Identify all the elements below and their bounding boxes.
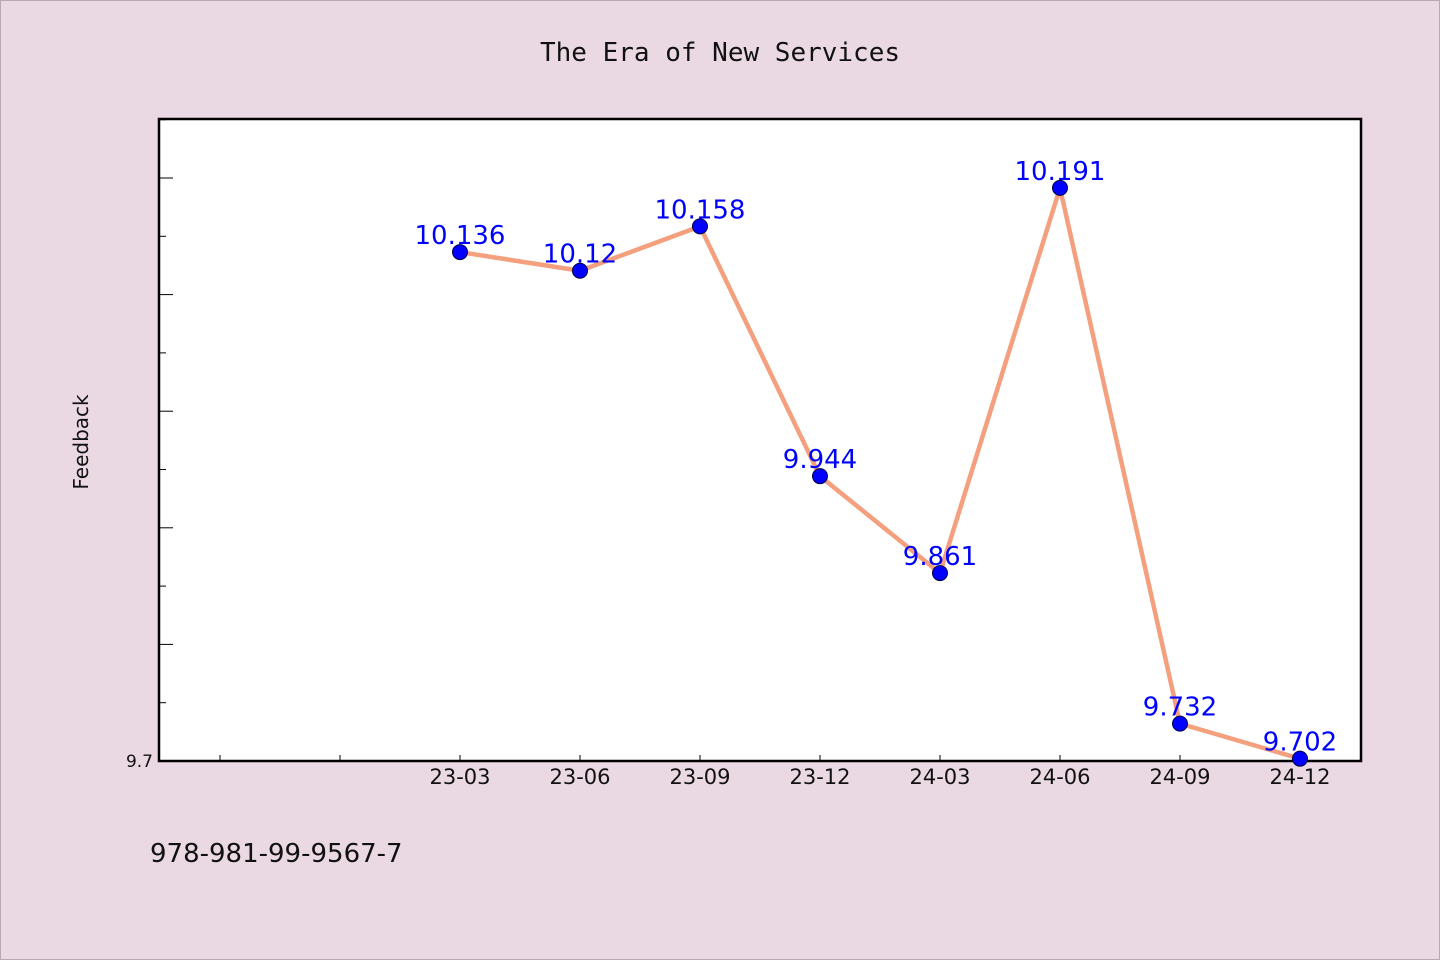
data-label: 10.158	[655, 195, 746, 225]
x-axis-ticks: 23-03 23-06 23-09 23-12 24-03 24-06 24-09 24-12	[219, 755, 1331, 789]
data-point	[1172, 715, 1188, 732]
x-tick-label: 24-09	[1149, 765, 1210, 789]
data-point	[812, 468, 828, 485]
series-line	[459, 185, 1301, 761]
data-point	[692, 218, 708, 235]
y-axis-ticks: 9.7	[126, 119, 173, 772]
data-label: 9.861	[903, 542, 977, 572]
data-label: 9.732	[1143, 693, 1217, 723]
data-labels-group: 10.136 10.12 10.158 9.944 9.861 10.191 9.732 9.…	[415, 157, 1338, 758]
footer-isbn: 978-981-99-9567-7	[150, 839, 403, 869]
series-group	[452, 179, 1308, 767]
data-point	[452, 244, 468, 261]
data-label: 10.12	[543, 240, 617, 270]
data-point	[1292, 750, 1308, 767]
x-tick-label: 23-09	[669, 765, 730, 789]
data-point	[1052, 179, 1068, 196]
y-axis-label: Feedback	[69, 394, 93, 490]
data-label: 10.191	[1015, 157, 1106, 187]
x-tick-label: 23-03	[429, 765, 490, 789]
data-label: 9.702	[1263, 728, 1337, 758]
data-label: 10.136	[415, 221, 506, 251]
x-tick-label: 24-03	[909, 765, 970, 789]
x-tick-label: 23-12	[789, 765, 850, 789]
y-tick-label: 9.7	[126, 752, 153, 772]
x-tick-label: 23-06	[549, 765, 610, 789]
x-tick-label: 24-06	[1029, 765, 1090, 789]
plot-area	[157, 117, 1363, 763]
x-tick-label: 24-12	[1269, 765, 1330, 789]
data-point	[572, 262, 588, 279]
chart-title: The Era of New Services	[540, 38, 900, 68]
data-point	[932, 565, 948, 582]
data-label: 9.944	[783, 445, 857, 475]
